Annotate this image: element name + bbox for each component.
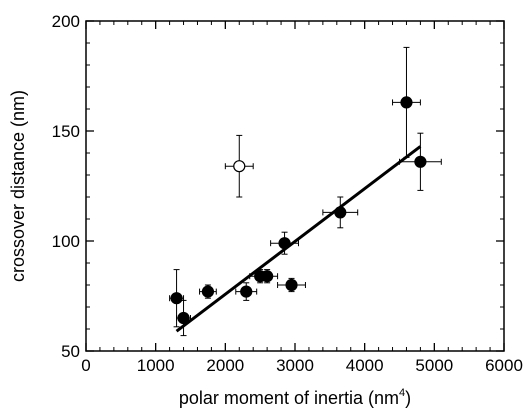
data-points-layer: [170, 96, 427, 325]
y-axis-title: crossover distance (nm): [8, 90, 28, 282]
data-point: [285, 278, 298, 292]
data-point-open: [233, 160, 246, 173]
x-tick-label: 5000: [415, 356, 453, 375]
y-tick-label: 200: [52, 12, 80, 31]
tick-labels: 0 1000 2000 3000 4000 5000 6000 50 100 150 200: [52, 12, 523, 375]
x-tick-label: 1000: [137, 356, 175, 375]
x-tick-label: 6000: [485, 356, 523, 375]
x-tick-label: 3000: [276, 356, 314, 375]
data-point: [400, 96, 413, 109]
y-tick-label: 150: [52, 122, 80, 141]
x-tick-label: 4000: [346, 356, 384, 375]
data-point: [201, 285, 215, 298]
plot-area-frame: [85, 20, 505, 352]
x-tick-label: 2000: [206, 356, 244, 375]
data-point: [278, 237, 291, 250]
data-point: [334, 206, 347, 219]
data-point: [414, 155, 427, 168]
x-tick-label: 0: [81, 356, 90, 375]
x-axis-title: polar moment of inertia (nm4): [179, 387, 411, 408]
fit-line-layer: [175, 145, 422, 333]
data-point: [170, 292, 183, 305]
y-tick-label: 50: [61, 342, 80, 361]
data-point: [240, 285, 253, 298]
axis-ticks: [85, 20, 505, 352]
fit-line: [175, 145, 422, 333]
y-tick-label: 100: [52, 232, 80, 251]
data-point: [261, 270, 274, 283]
data-point: [177, 311, 190, 325]
